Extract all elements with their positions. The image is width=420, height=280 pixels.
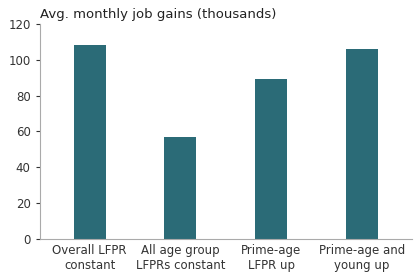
Bar xyxy=(346,49,378,239)
Bar xyxy=(165,137,196,239)
Bar xyxy=(74,45,105,239)
Bar xyxy=(255,80,287,239)
Text: Avg. monthly job gains (thousands): Avg. monthly job gains (thousands) xyxy=(40,8,276,21)
